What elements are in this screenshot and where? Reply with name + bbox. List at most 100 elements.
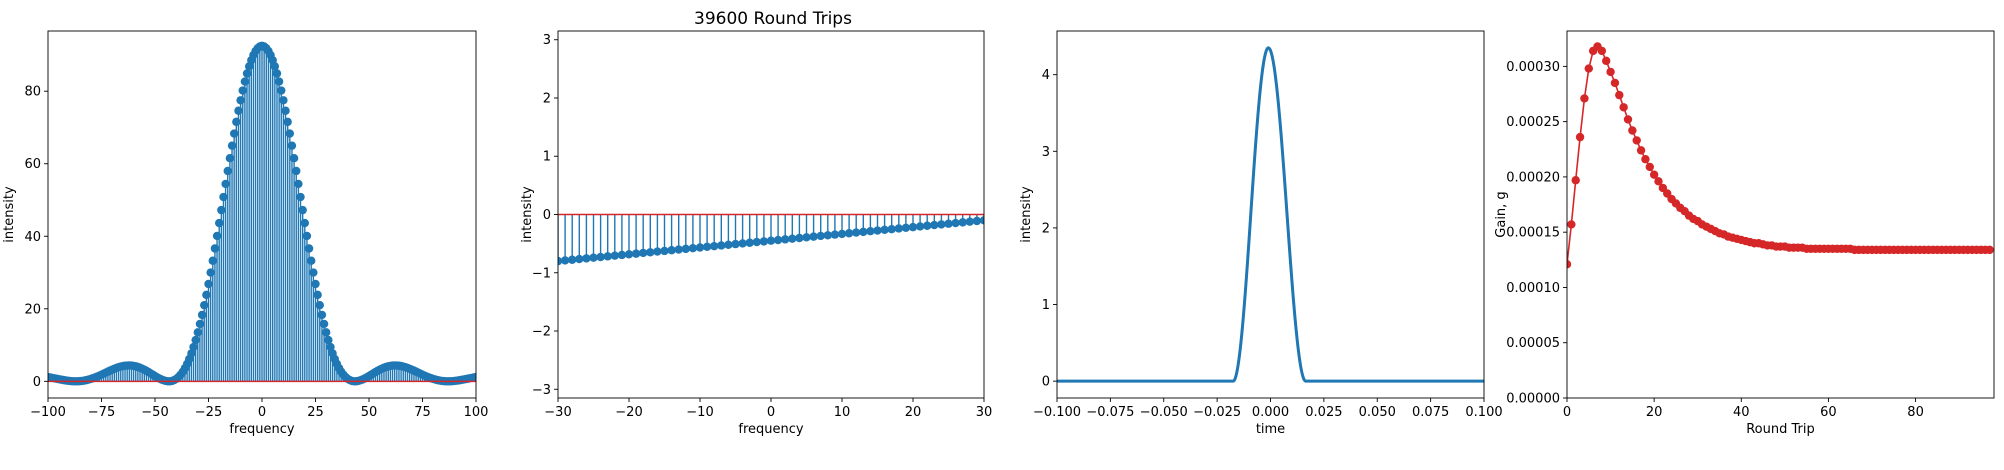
x-tick-label: −10 — [686, 405, 713, 420]
stem-marker — [298, 205, 307, 215]
stem-marker — [866, 226, 875, 236]
stem-marker — [738, 239, 747, 248]
stem-marker — [639, 248, 648, 258]
gain-line — [1567, 45, 1990, 265]
stem-marker — [575, 254, 584, 264]
stem-marker — [234, 106, 243, 115]
x-axis-label: time — [1256, 422, 1285, 437]
stem-marker — [773, 235, 783, 245]
stem-marker — [717, 241, 726, 250]
stem-marker — [667, 246, 676, 255]
stem-marker — [225, 153, 235, 163]
stem-marker — [887, 224, 896, 234]
stem-marker — [289, 153, 299, 163]
plot-area — [1567, 42, 1994, 269]
gain-marker — [1575, 132, 1585, 142]
stem-marker — [283, 117, 292, 127]
x-axis-label: frequency — [229, 422, 295, 437]
stem-marker — [788, 234, 797, 243]
stem-marker — [311, 279, 320, 289]
stem-marker — [653, 247, 662, 256]
stem-marker — [873, 226, 882, 235]
x-tick-label: −30 — [544, 405, 571, 420]
stem-marker — [944, 219, 953, 228]
stem-marker — [324, 335, 333, 345]
stem-marker — [560, 256, 570, 265]
stem-marker — [844, 229, 854, 238]
stem-marker — [236, 96, 245, 105]
x-tick-label: 0 — [767, 405, 775, 420]
stem-marker — [319, 319, 329, 329]
gain-marker — [1623, 115, 1633, 124]
stem-marker — [674, 245, 683, 254]
x-tick-label: 0 — [1563, 405, 1571, 420]
stem-markers — [558, 216, 984, 266]
stem-marker — [202, 290, 211, 300]
gain-marker — [1985, 245, 1994, 255]
stem-marker — [837, 229, 847, 239]
gain-marker — [1580, 94, 1589, 103]
gain-marker — [1610, 78, 1620, 88]
stem-marker — [930, 220, 939, 230]
y-tick-label: 1 — [543, 150, 551, 165]
axes-spectrum-phase: −30 −20 −10 0 10 20 30−3−2−10123frequencyinten… — [520, 30, 992, 437]
y-tick-label: 0 — [33, 375, 41, 390]
stem-marker — [315, 300, 324, 310]
stem-marker — [688, 243, 698, 253]
stem-marker — [229, 129, 239, 138]
x-axis-label: Round Trip — [1746, 422, 1815, 437]
x-tick-label: 0.025 — [1305, 405, 1342, 420]
x-tick-label: 0.050 — [1359, 405, 1396, 420]
x-tick-label: 20 — [1646, 405, 1663, 420]
stem-marker — [287, 141, 297, 150]
stem-marker — [210, 244, 220, 253]
stem-marker — [901, 223, 911, 233]
x-axis-label: frequency — [738, 422, 804, 437]
stem-marker — [212, 231, 222, 241]
gain-marker — [1584, 64, 1593, 73]
y-axis-label: intensity — [520, 186, 535, 243]
stem-marker — [197, 310, 207, 320]
plot-area — [558, 213, 984, 266]
stem-marker — [309, 268, 318, 277]
stem-marker — [238, 86, 247, 95]
y-tick-label: 60 — [24, 157, 41, 172]
gain-marker — [1567, 220, 1576, 229]
stem-marker — [830, 230, 840, 239]
stem-marker — [809, 232, 818, 241]
x-tick-label: −25 — [195, 405, 222, 420]
y-tick-label: 0.00015 — [1506, 226, 1560, 241]
stem-marker — [631, 249, 641, 258]
stem-marker — [603, 252, 612, 261]
stem-marker — [189, 342, 198, 352]
stem-marker — [724, 240, 733, 249]
gain-marker — [1654, 177, 1663, 186]
y-axis-label: intensity — [2, 186, 17, 243]
stem-marker — [937, 220, 946, 229]
x-tick-label: 0.000 — [1252, 405, 1289, 420]
axes-frame — [1566, 30, 1995, 399]
stem-marker — [200, 300, 209, 310]
y-tick-label: 0 — [543, 208, 551, 223]
stem-marker — [646, 248, 655, 257]
stem-marker — [304, 244, 314, 253]
stem-marker — [752, 237, 761, 247]
y-tick-label: 0.00005 — [1506, 336, 1560, 351]
stem-marker — [589, 253, 598, 262]
x-tick-label: 60 — [1820, 405, 1837, 420]
x-tick-label: 75 — [414, 405, 431, 420]
stem-marker — [965, 217, 974, 226]
stem-marker — [221, 179, 230, 189]
stem-marker — [795, 233, 804, 243]
stem-marker — [816, 231, 825, 241]
stem-marker — [759, 237, 769, 246]
stem-marker — [979, 216, 984, 225]
stem-marker — [292, 166, 301, 176]
y-tick-label: −3 — [532, 383, 551, 398]
plot-area — [1057, 46, 1484, 383]
stem-marker — [215, 218, 224, 228]
x-tick-label: 100 — [464, 405, 489, 420]
axes-spectrum-intensity: −100 −75 −50 −25 0 25 50 75 100 0 20 40 60 80 frequenc… — [2, 30, 489, 437]
gain-marker — [1619, 103, 1628, 112]
y-tick-label: 0.00025 — [1506, 115, 1560, 130]
